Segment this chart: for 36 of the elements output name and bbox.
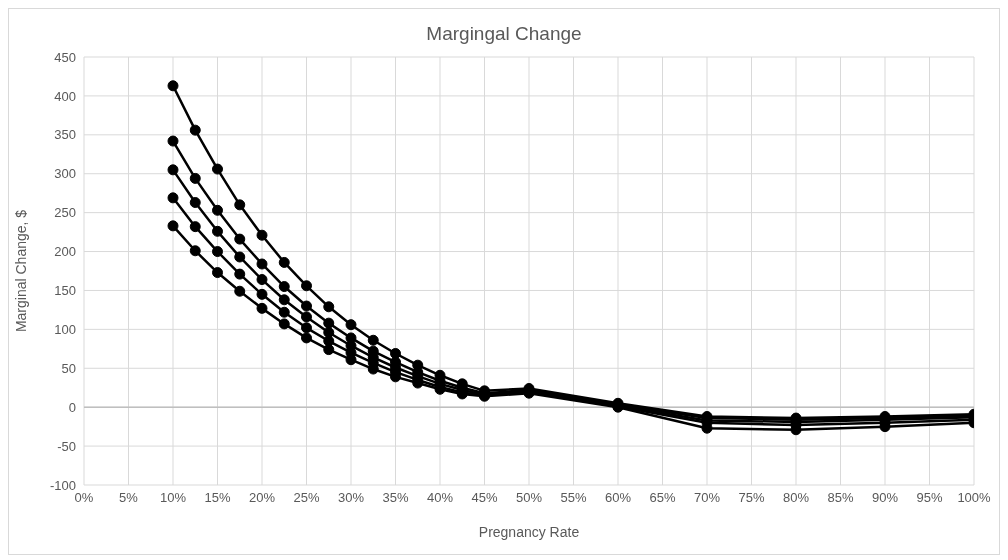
x-tick-label: 75% — [738, 490, 765, 506]
x-axis-title: Pregnancy Rate — [478, 524, 580, 540]
y-tick-label: 350 — [54, 127, 76, 143]
x-tick-label: 50% — [515, 490, 543, 506]
chart-title: Margingal Change — [425, 23, 583, 45]
x-tick-label: 55% — [560, 490, 587, 506]
x-tick-label: 60% — [604, 490, 632, 506]
x-tick-label: 90% — [871, 490, 899, 506]
y-tick-label: 250 — [54, 205, 76, 221]
x-tick-label: 20% — [248, 490, 276, 506]
x-tick-label: 70% — [693, 490, 721, 506]
x-tick-label: 15% — [204, 490, 231, 506]
y-tick-label: 0 — [68, 399, 76, 415]
x-tick-label: 45% — [471, 490, 498, 506]
y-tick-label: 200 — [54, 244, 76, 260]
y-tick-label: -100 — [49, 477, 76, 493]
x-tick-label: 100% — [957, 490, 992, 506]
x-tick-label: 10% — [159, 490, 187, 506]
x-tick-label: 85% — [827, 490, 854, 506]
y-tick-label: 300 — [54, 166, 76, 182]
x-tick-label: 30% — [337, 490, 365, 506]
x-tick-label: 5% — [119, 490, 139, 506]
y-tick-label: 100 — [54, 321, 76, 337]
x-tick-label: 65% — [649, 490, 676, 506]
x-tick-label: 95% — [916, 490, 943, 506]
x-tick-label: 0% — [74, 490, 94, 506]
y-axis-title: Marginal Change, $ — [12, 209, 29, 333]
y-tick-label: 50 — [61, 360, 76, 376]
x-tick-label: 40% — [426, 490, 454, 506]
y-tick-label: 450 — [54, 49, 76, 65]
x-tick-label: 35% — [382, 490, 409, 506]
x-tick-label: 25% — [293, 490, 320, 506]
y-tick-label: 400 — [54, 88, 76, 104]
y-tick-label: 150 — [54, 283, 76, 299]
x-tick-label: 80% — [782, 490, 810, 506]
y-tick-label: -50 — [57, 438, 76, 454]
